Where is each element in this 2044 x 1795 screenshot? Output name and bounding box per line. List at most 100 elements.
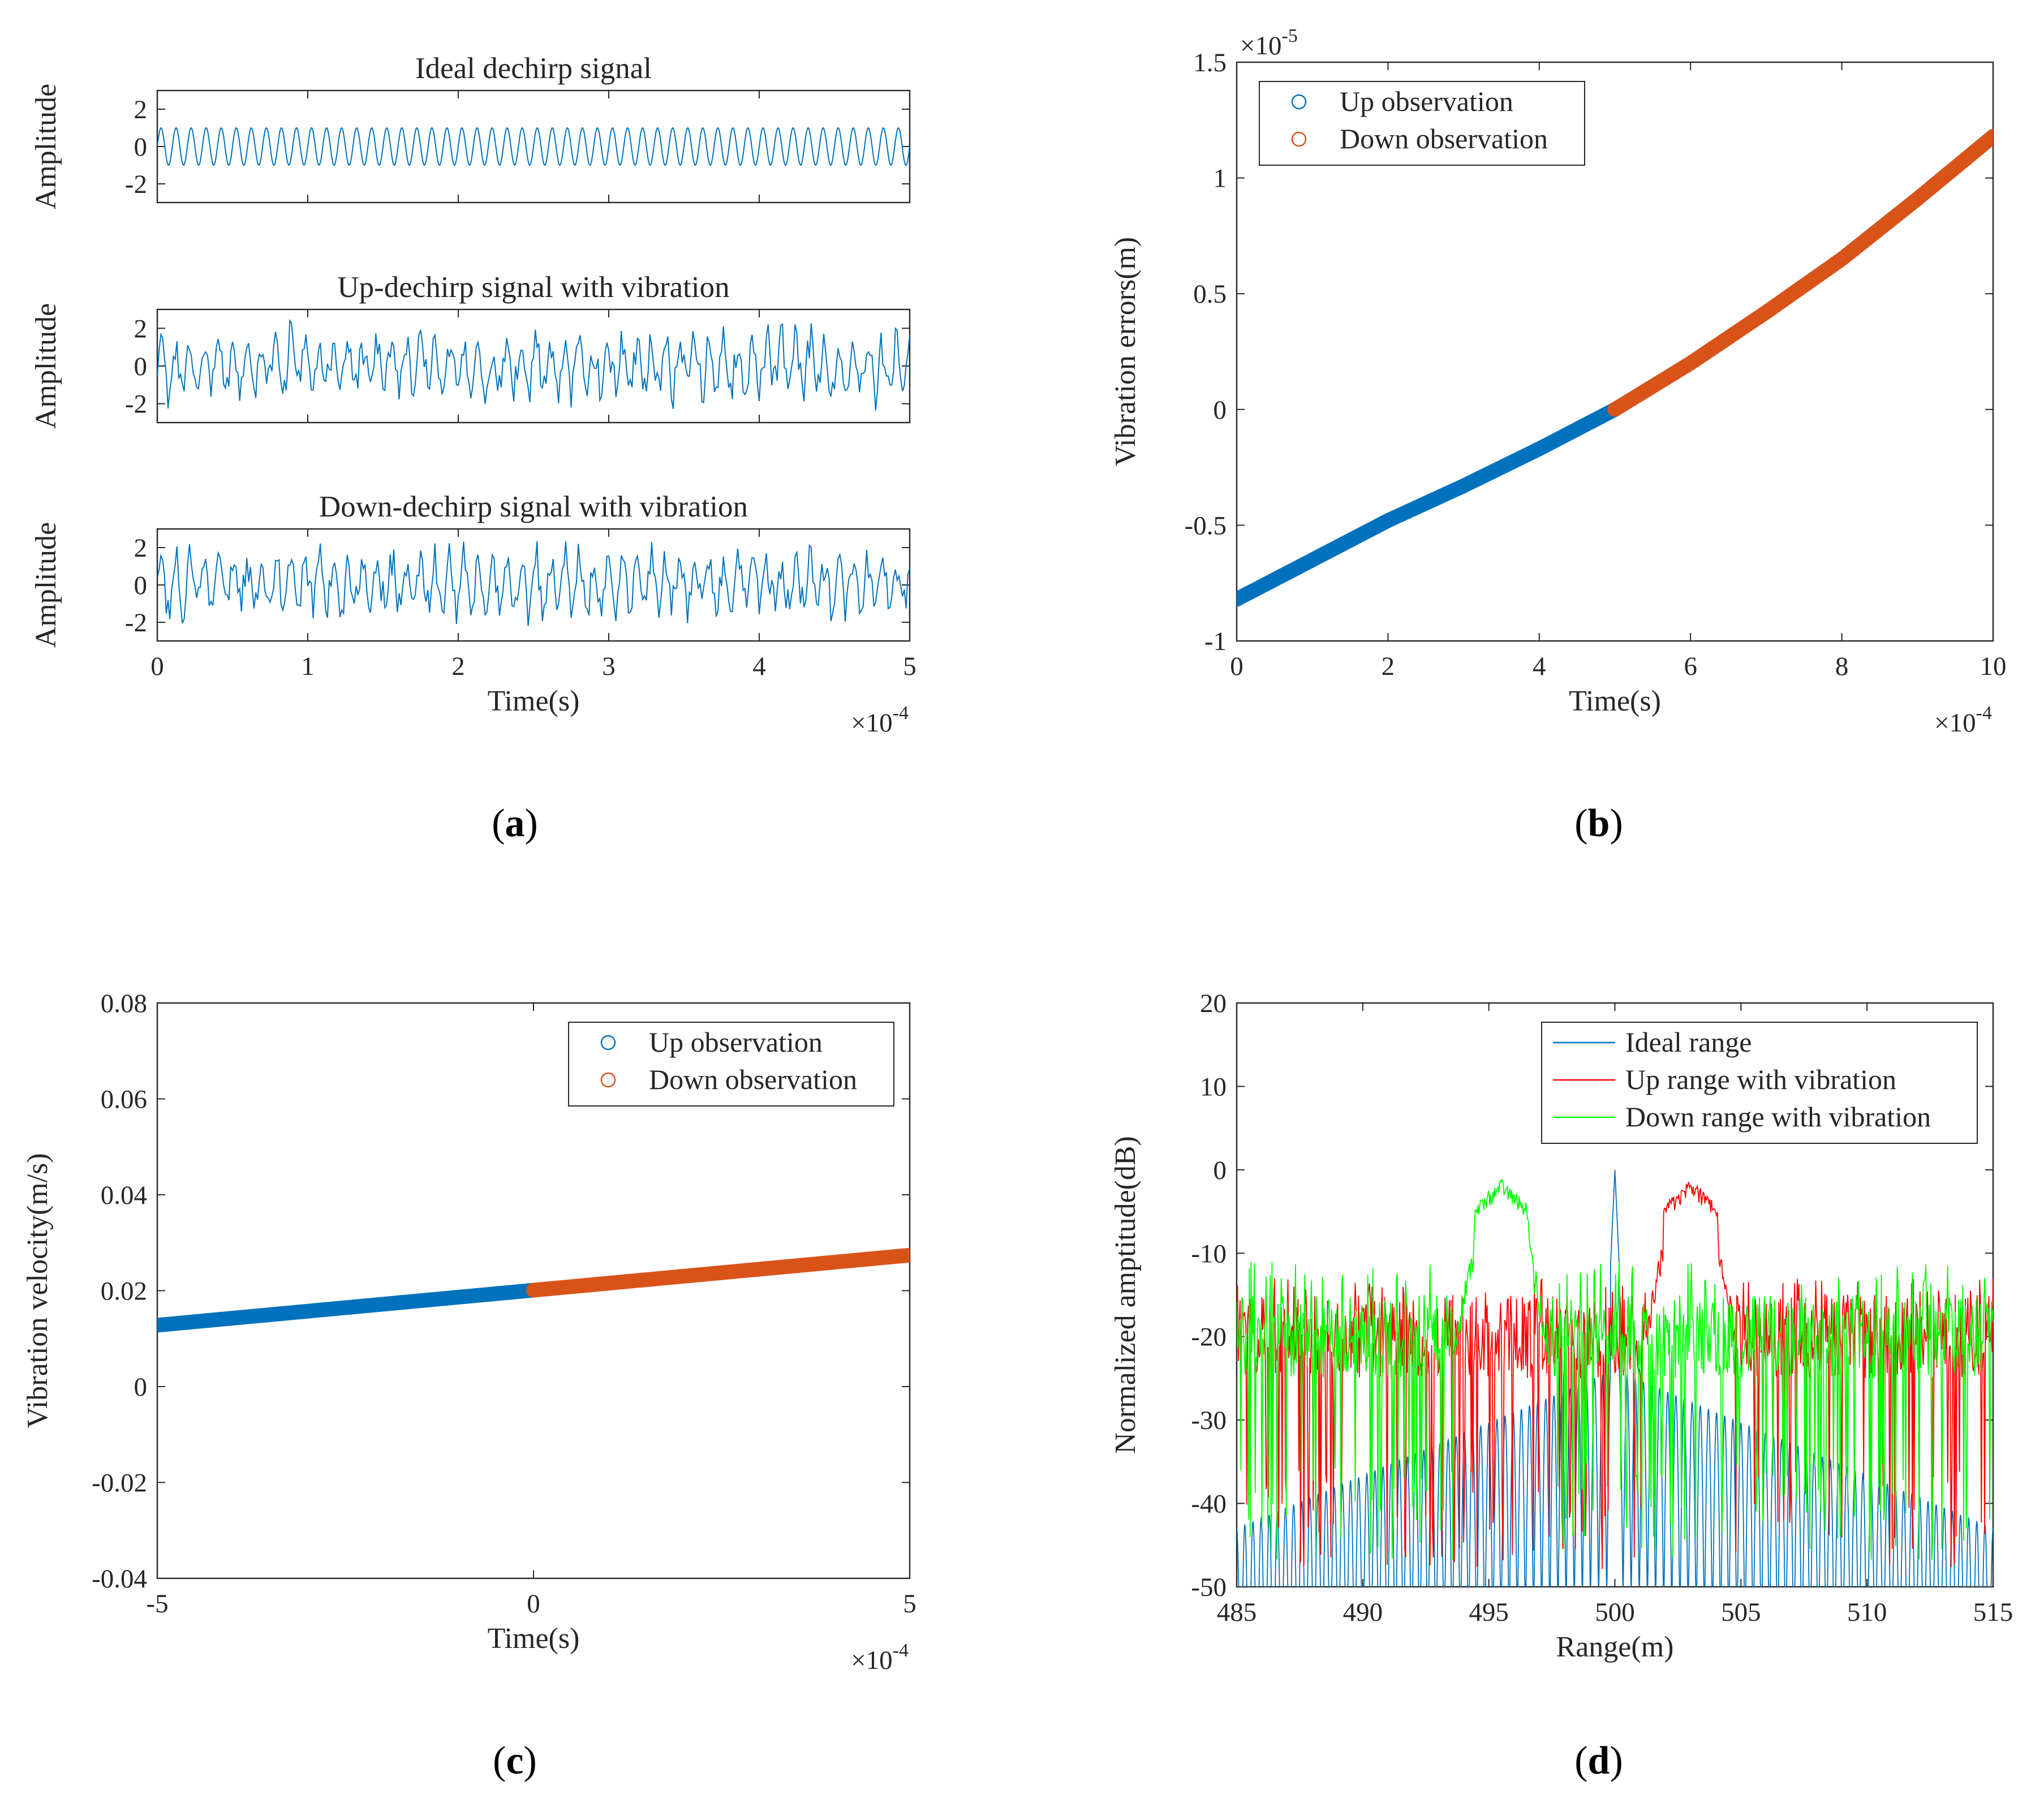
chart-title-a3: Down-dechirp signal with vibration — [319, 490, 748, 523]
ytick-label-c: 0.06 — [101, 1085, 147, 1114]
y-axis-label-a1: Amplitude — [30, 84, 62, 209]
chart-title-a1: Ideal dechirp signal — [415, 52, 652, 85]
ytick-label-a2: -2 — [125, 390, 147, 419]
ytick-label-d: -40 — [1191, 1490, 1227, 1519]
chart-d: -50 -40 -30 -20 -10 0 10 20 485 490 495 500 505 510 51… — [1109, 989, 2013, 1663]
ytick-label-a3: 2 — [134, 533, 148, 563]
ytick-label-a1: 2 — [134, 95, 148, 124]
ytick-label-d: -50 — [1191, 1573, 1227, 1602]
ytick-label-d: 20 — [1200, 989, 1227, 1018]
legend-label-d: Down range with vibration — [1625, 1101, 1931, 1133]
chart-c: -0.04 -0.02 0 0.02 0.04 0.06 0.08 -5 0 5 Time(s) Vi… — [21, 989, 916, 1675]
ytick-label-d: -20 — [1191, 1323, 1227, 1352]
panel-label-c: (c) — [493, 1739, 537, 1783]
series-line-b-0 — [1237, 402, 1623, 607]
ytick-label-d: -10 — [1191, 1239, 1227, 1268]
y-axis-label-a3: Amplitude — [30, 522, 62, 648]
ytick-label-b: 1 — [1214, 164, 1227, 193]
series-line-c-1 — [526, 1247, 910, 1298]
xtick-label-b: 0 — [1230, 652, 1243, 681]
series-line-ideal — [1237, 1169, 1993, 1587]
chart-title-a2: Up-dechirp signal with vibration — [337, 271, 729, 304]
legend-label-d: Ideal range — [1625, 1026, 1752, 1058]
panel-label-b: (b) — [1574, 802, 1623, 845]
ytick-label-a1: -2 — [125, 170, 147, 199]
xtick-label-a3: 5 — [903, 652, 916, 681]
legend-marker-b — [1291, 131, 1307, 147]
xtick-label-b: 8 — [1835, 652, 1849, 681]
chart-a2: -2 0 2 Up-dechirp signal with vibration Ampl… — [30, 271, 911, 429]
series-line-down — [1237, 1178, 1993, 1560]
xtick-label-a3: 4 — [752, 652, 766, 681]
panel-label-d: (d) — [1574, 1739, 1623, 1783]
legend-box-b — [1259, 81, 1585, 166]
x-axis-label-b: Time(s) — [1569, 685, 1661, 717]
legend-label-b: Down observation — [1340, 123, 1548, 154]
x-axis-label-a3: Time(s) — [488, 685, 580, 717]
legend-label-c: Down observation — [649, 1064, 857, 1095]
ytick-label-c: 0 — [134, 1372, 148, 1402]
series-line-up — [1237, 1181, 1993, 1569]
plot-area-d — [1237, 1169, 1993, 1587]
ytick-label-c: 0.04 — [101, 1181, 147, 1210]
series-line-a2 — [157, 318, 910, 411]
plot-area-b — [1237, 128, 1993, 607]
xtick-label-c: 0 — [527, 1589, 540, 1618]
x-axis-label-c: Time(s) — [488, 1622, 580, 1655]
legend-marker-c — [600, 1035, 616, 1051]
series-line-b-1 — [1607, 128, 1993, 417]
ytick-label-c: -0.04 — [92, 1564, 147, 1594]
ytick-label-a2: 0 — [134, 352, 148, 381]
ytick-label-b: 0.5 — [1193, 279, 1227, 309]
ytick-label-c: -0.02 — [92, 1469, 147, 1498]
xtick-label-d: 490 — [1343, 1598, 1383, 1627]
series-line-a1 — [157, 127, 910, 166]
legend-label-b: Up observation — [1340, 85, 1513, 117]
legend-label-d: Up range with vibration — [1625, 1064, 1896, 1095]
xtick-label-c: -5 — [146, 1589, 168, 1618]
panel-label-a: (a) — [492, 802, 538, 845]
ytick-label-b: 0 — [1214, 395, 1227, 425]
plot-area-a3 — [157, 541, 910, 626]
chart-a1: -2 0 2 Ideal dechirp signal Amplitude — [30, 52, 911, 209]
ytick-label-d: 0 — [1214, 1156, 1227, 1185]
xtick-label-d: 500 — [1595, 1598, 1635, 1627]
y-axis-label-c: Vibration velocity(m/s) — [21, 1153, 54, 1428]
xtick-label-a3: 0 — [150, 652, 164, 681]
xtick-label-a3: 2 — [451, 652, 465, 681]
y-axis-label-a2: Amplitude — [30, 303, 62, 429]
xtick-label-d: 485 — [1217, 1598, 1257, 1627]
xtick-label-b: 6 — [1684, 652, 1697, 681]
xtick-label-b: 10 — [1980, 652, 2007, 681]
ytick-label-a1: 0 — [134, 132, 148, 162]
ytick-label-b: -0.5 — [1185, 511, 1227, 540]
x-exponent-c: ×10-4 — [851, 1640, 909, 1675]
legend-label-c: Up observation — [649, 1026, 823, 1058]
plot-area-c — [157, 1247, 910, 1333]
y-axis-label-d: Normalized amptitude(dB) — [1109, 1136, 1142, 1454]
x-exponent-b: ×10-4 — [1934, 703, 1992, 738]
legend-marker-c — [600, 1072, 616, 1088]
plot-area-a1 — [157, 127, 910, 166]
ytick-label-d: -30 — [1191, 1406, 1227, 1435]
ytick-label-a3: 0 — [134, 571, 148, 600]
xtick-label-d: 505 — [1721, 1598, 1761, 1627]
xtick-label-a3: 3 — [602, 652, 616, 681]
legend-box-c — [568, 1022, 894, 1107]
xtick-label-b: 2 — [1382, 652, 1395, 681]
ytick-label-a3: -2 — [125, 608, 147, 638]
xtick-label-c: 5 — [903, 1589, 916, 1618]
xtick-label-d: 510 — [1847, 1598, 1887, 1627]
ytick-label-c: 0.02 — [101, 1277, 147, 1306]
ytick-label-d: 10 — [1200, 1072, 1227, 1101]
ytick-label-a2: 2 — [134, 314, 148, 343]
ytick-label-b: -1 — [1204, 627, 1227, 656]
legend-marker-b — [1291, 94, 1307, 110]
axes-box-a3 — [156, 528, 911, 642]
plot-area-a2 — [157, 318, 910, 411]
xtick-label-d: 515 — [1973, 1598, 2013, 1627]
ytick-label-b: 1.5 — [1193, 48, 1227, 78]
